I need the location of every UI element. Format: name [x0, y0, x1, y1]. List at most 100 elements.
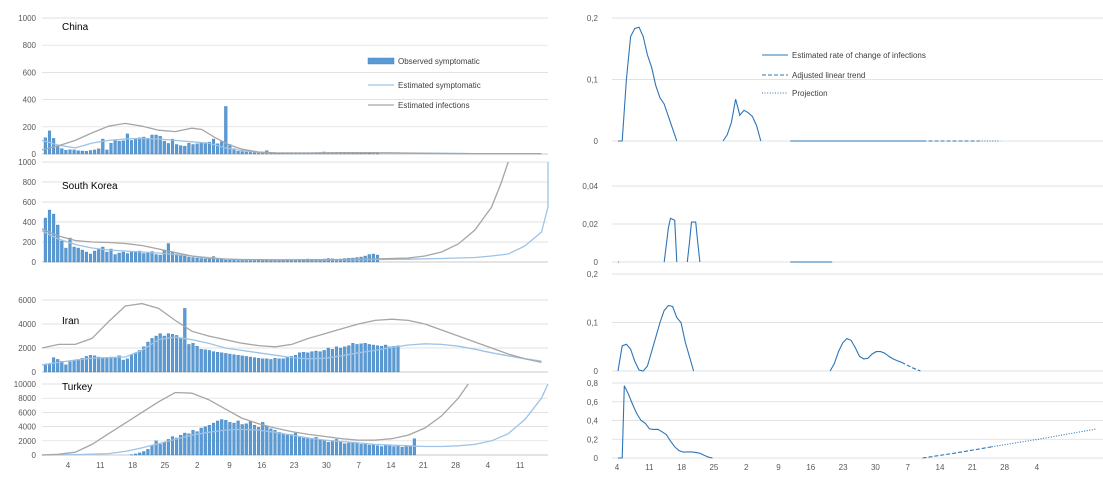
bar	[367, 344, 371, 373]
bar	[64, 247, 68, 263]
bar	[310, 439, 314, 456]
bar	[60, 240, 64, 263]
bar	[388, 445, 392, 456]
bar	[134, 138, 138, 155]
bar	[199, 349, 203, 373]
bar	[306, 352, 310, 373]
bar	[105, 251, 109, 263]
bar	[207, 259, 211, 263]
bar	[179, 434, 183, 456]
bar	[232, 148, 236, 155]
rate-of-change-line	[829, 337, 902, 372]
bar	[105, 358, 109, 373]
bar	[84, 356, 88, 373]
bar	[162, 249, 166, 263]
right-panel-4: 0,8 0,6 0,4 0,2 0 4 11 18 25 2 9 16 23 30 7 14 21 28 4	[587, 379, 1103, 472]
bar	[179, 254, 183, 263]
x-tick-label: 4	[486, 461, 491, 470]
estimated-symptomatic-line	[41, 137, 542, 155]
y-tick-label: 0,2	[587, 270, 599, 279]
projection-line	[991, 428, 1097, 448]
y-tick-label: 0,1	[587, 76, 599, 85]
bar	[138, 250, 142, 263]
bar	[281, 358, 285, 373]
bar	[240, 424, 244, 456]
x-tick-label: 30	[322, 461, 331, 470]
bar	[232, 422, 236, 456]
bar	[216, 352, 220, 373]
estimated-symptomatic-line	[41, 162, 549, 261]
bar	[261, 422, 265, 456]
bar	[351, 343, 355, 373]
bar	[228, 353, 232, 373]
bar	[347, 345, 351, 373]
bar	[302, 437, 306, 456]
bar	[162, 335, 166, 373]
bar	[117, 140, 121, 155]
bar	[113, 254, 117, 263]
bar	[150, 445, 154, 456]
bar	[142, 346, 146, 373]
bar	[142, 136, 146, 155]
bar	[375, 445, 380, 456]
bar	[232, 260, 236, 263]
bar	[150, 134, 154, 155]
bar	[195, 431, 199, 456]
bar	[113, 140, 117, 155]
bar	[269, 359, 273, 373]
bar	[220, 259, 224, 263]
bar	[88, 253, 93, 263]
bar	[195, 143, 199, 155]
legend-swatch-bar	[367, 57, 395, 65]
bar	[68, 237, 72, 263]
bar	[314, 437, 318, 456]
bar	[52, 357, 56, 373]
bar	[293, 355, 298, 373]
bar	[142, 253, 146, 263]
bar	[72, 149, 76, 155]
left-panel-3: 6000 4000 2000 0 Iran	[18, 296, 548, 377]
left-panel-1: 1000 800 600 400 200 0 China Observed symptomat…	[18, 14, 548, 159]
bar	[64, 364, 68, 373]
bar	[302, 352, 306, 373]
bar	[47, 363, 52, 373]
bar	[408, 446, 412, 456]
bar	[97, 249, 101, 263]
bar	[265, 358, 269, 373]
bar	[216, 143, 220, 155]
bar	[191, 257, 195, 263]
x-tick-label: 4	[66, 461, 71, 470]
panel-title: Turkey	[62, 382, 92, 393]
bar	[72, 360, 76, 373]
bar	[109, 142, 113, 155]
bar	[97, 148, 101, 155]
panel-title: Iran	[62, 316, 79, 327]
bar	[80, 358, 84, 373]
y-tick-label: 0,04	[582, 182, 598, 191]
bar	[170, 334, 175, 373]
legend-label: Estimated infections	[398, 101, 470, 110]
y-tick-label: 8000	[18, 394, 36, 403]
bar	[138, 137, 142, 155]
rate-of-change-line	[686, 221, 701, 263]
bar	[203, 143, 207, 155]
x-tick-label: 14	[387, 461, 396, 470]
bar	[162, 140, 166, 155]
bar	[224, 259, 228, 263]
bar	[125, 358, 129, 373]
estimated-infections-line	[41, 302, 542, 364]
bar	[355, 442, 359, 456]
x-tick-label: 18	[128, 461, 137, 470]
bar	[158, 444, 162, 456]
bar	[166, 143, 170, 155]
bar	[64, 150, 68, 155]
bar	[285, 434, 289, 456]
bar	[142, 451, 146, 456]
y-tick-label: 1000	[18, 14, 36, 23]
bar	[257, 358, 261, 373]
bar	[371, 444, 375, 456]
bar	[187, 142, 191, 155]
right-panel-1: 0,2 0,1 0 Estimated rate of change of infec…	[587, 14, 1103, 146]
bar	[371, 344, 375, 373]
